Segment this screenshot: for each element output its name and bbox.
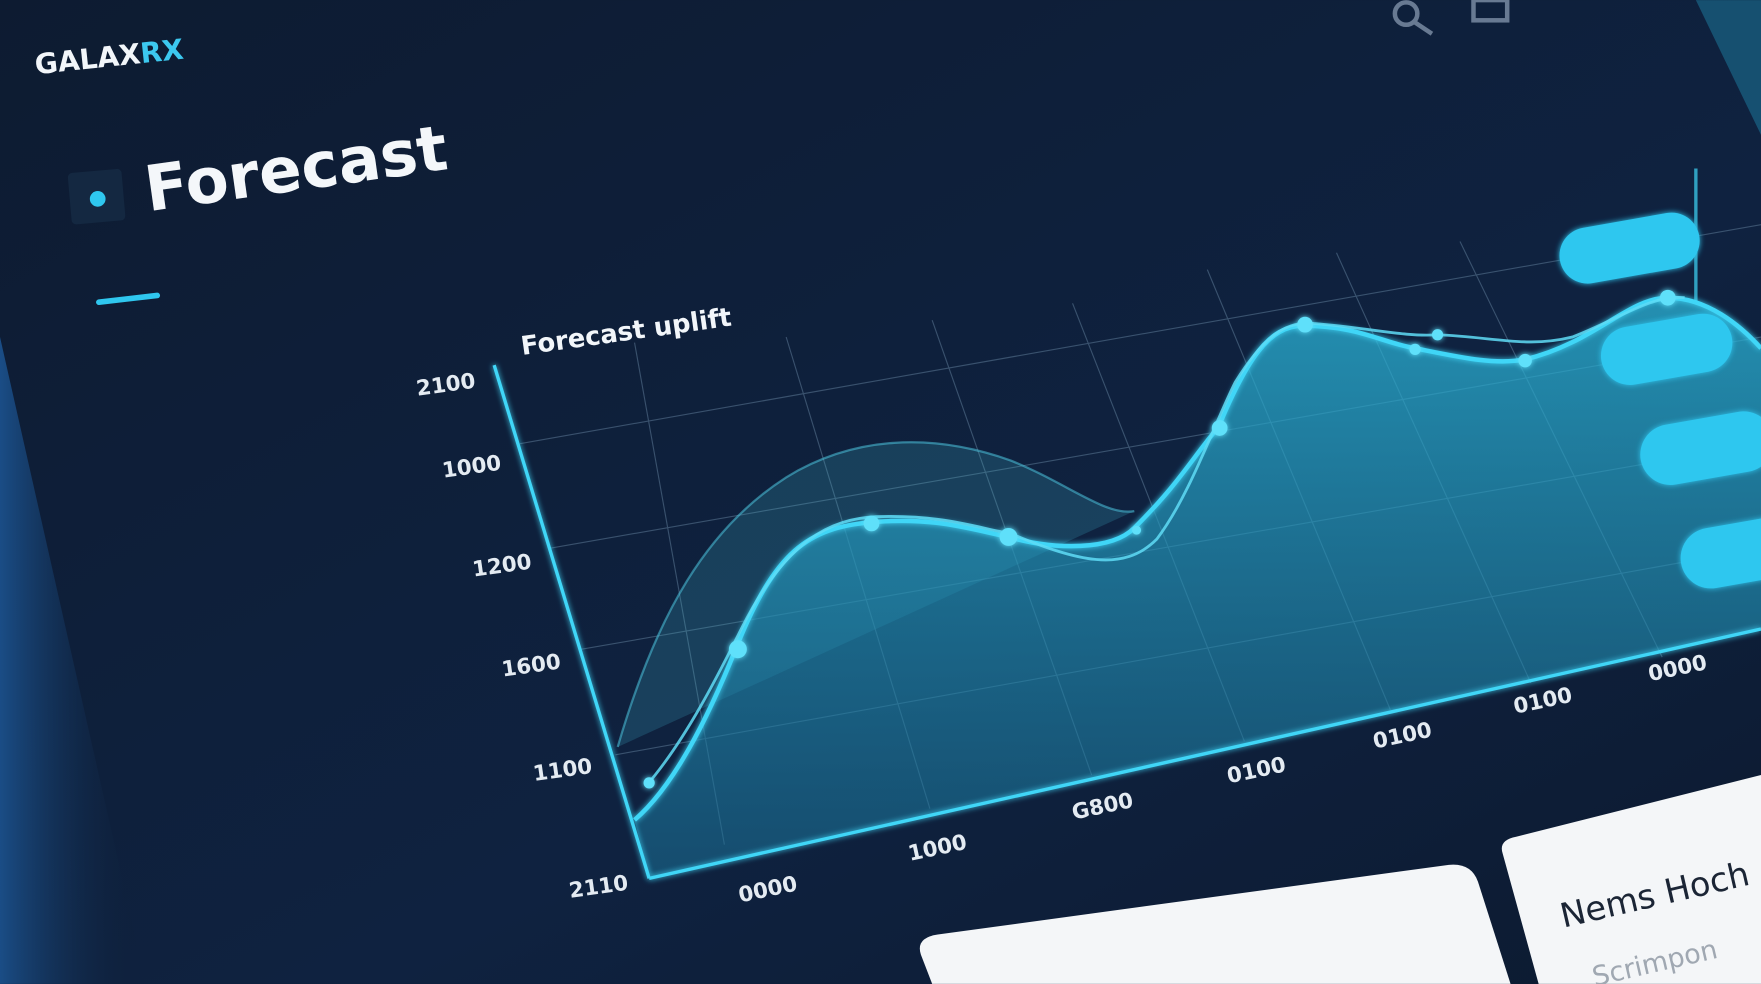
point bbox=[1518, 353, 1532, 368]
point bbox=[728, 640, 747, 659]
card bbox=[919, 864, 1511, 984]
legend-pill[interactable] bbox=[1676, 512, 1761, 593]
card bbox=[1501, 775, 1761, 984]
legend-pill[interactable] bbox=[1635, 407, 1761, 490]
search-icon[interactable] bbox=[1392, 0, 1420, 28]
legend-pill[interactable] bbox=[1596, 309, 1737, 390]
points bbox=[643, 289, 1676, 789]
point bbox=[1132, 525, 1142, 535]
title-dot bbox=[89, 191, 106, 207]
forecast-area bbox=[634, 297, 1761, 879]
brand-accent: RX bbox=[139, 33, 186, 70]
point bbox=[999, 527, 1018, 546]
x-axis bbox=[648, 627, 1761, 880]
y-axis bbox=[492, 364, 651, 879]
point bbox=[1297, 316, 1313, 333]
legend-pills bbox=[1555, 208, 1761, 593]
corner-glow bbox=[1695, 0, 1761, 135]
box-icon[interactable] bbox=[1471, 0, 1510, 23]
baseline-line bbox=[644, 296, 1685, 788]
point bbox=[643, 777, 655, 789]
title-underline bbox=[96, 292, 161, 306]
point bbox=[1211, 420, 1228, 436]
side-glow bbox=[0, 337, 147, 984]
grid-line bbox=[519, 224, 1761, 445]
point bbox=[1409, 343, 1421, 355]
toolbar-icons bbox=[1392, 0, 1510, 36]
point bbox=[1431, 329, 1444, 341]
search-handle bbox=[1413, 20, 1434, 36]
point bbox=[1659, 289, 1676, 306]
legend-pill[interactable] bbox=[1555, 208, 1704, 288]
point bbox=[863, 515, 880, 532]
